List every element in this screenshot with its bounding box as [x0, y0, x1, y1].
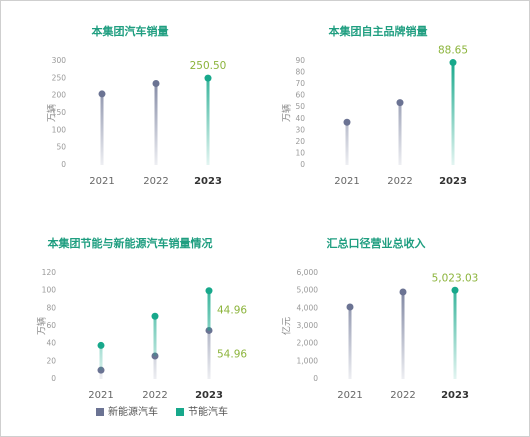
y-tick-label: 80: [46, 303, 56, 312]
y-axis-label: 万辆: [281, 104, 293, 122]
x-tick-label: 2021: [89, 176, 114, 187]
x-tick-label: 2022: [142, 390, 167, 401]
dot: [396, 99, 404, 107]
stem-segment: [207, 330, 211, 379]
y-tick-label: 250: [52, 73, 67, 82]
dot: [346, 303, 354, 311]
y-tick-label: 50: [56, 143, 66, 152]
stem-segment: [99, 345, 103, 371]
y-tick-label: 150: [52, 108, 67, 117]
stem-segment: [153, 356, 157, 379]
stem: [401, 291, 405, 379]
x-tick-label: 2022: [143, 176, 168, 187]
y-tick-label: 20: [295, 137, 305, 146]
dot: [204, 74, 212, 82]
dot: [97, 341, 105, 349]
y-tick-label: 40: [46, 339, 56, 348]
stem: [451, 62, 455, 166]
chart-title: 本集团自主品牌销量: [329, 24, 428, 38]
y-tick-label: 0: [51, 374, 56, 383]
y-tick-label: 300: [52, 56, 67, 65]
dot: [449, 59, 457, 67]
dot: [451, 286, 459, 294]
y-tick-label: 90: [295, 56, 305, 65]
dot: [205, 287, 213, 295]
y-tick-label: 60: [46, 321, 56, 330]
y-tick-label: 200: [52, 91, 67, 100]
y-tick-label: 4,000: [297, 303, 319, 312]
dot: [152, 80, 160, 88]
y-tick-label: 40: [295, 114, 305, 123]
y-tick-label: 60: [295, 91, 305, 100]
y-tick-label: 3,000: [297, 321, 319, 330]
legend-label: 新能源汽车: [108, 405, 158, 418]
y-tick-label: 20: [46, 356, 56, 365]
y-tick-label: 0: [313, 374, 318, 383]
chart-title: 本集团节能与新能源汽车销量情况: [48, 236, 213, 250]
stem: [453, 290, 457, 379]
y-tick-label: 10: [295, 148, 305, 157]
stem: [345, 122, 349, 165]
stem-segment: [207, 290, 211, 331]
x-tick-label: 2021: [334, 176, 359, 187]
y-tick-label: 70: [295, 79, 305, 88]
y-tick-label: 6,000: [297, 268, 319, 277]
y-tick-label: 80: [295, 68, 305, 77]
stem: [206, 78, 210, 165]
y-tick-label: 2,000: [297, 339, 319, 348]
y-axis-label: 亿元: [281, 317, 293, 335]
stem-segment: [99, 370, 103, 379]
y-tick-label: 100: [52, 125, 67, 134]
x-tick-label: 2022: [387, 176, 412, 187]
value-label: 88.65: [438, 45, 468, 57]
x-tick-label: 2021: [337, 390, 362, 401]
y-tick-label: 0: [61, 160, 66, 169]
y-tick-label: 50: [295, 102, 305, 111]
dot: [343, 118, 351, 126]
legend-swatch: [96, 408, 104, 416]
y-tick-label: 0: [300, 160, 305, 169]
chart-title: 汇总口径营业总收入: [327, 236, 426, 250]
y-tick-label: 1,000: [297, 356, 319, 365]
value-label: 44.96: [217, 305, 247, 317]
dot: [151, 312, 159, 320]
value-label: 54.96: [217, 349, 247, 361]
stem: [398, 102, 402, 165]
x-tick-label: 2022: [390, 390, 415, 401]
legend-label: 节能汽车: [188, 405, 228, 418]
stem: [154, 83, 158, 165]
stem: [100, 93, 104, 165]
dot: [98, 90, 106, 98]
y-tick-label: 30: [295, 125, 305, 134]
chart-title: 本集团汽车销量: [92, 24, 169, 38]
value-label: 5,023.03: [432, 272, 479, 284]
x-tick-label: 2023: [439, 176, 467, 187]
y-axis-label: 万辆: [36, 317, 48, 335]
x-tick-label: 2023: [195, 390, 223, 401]
x-tick-label: 2021: [88, 390, 113, 401]
x-tick-label: 2023: [441, 390, 469, 401]
legend-swatch: [176, 408, 184, 416]
stem-segment: [153, 316, 157, 357]
y-tick-label: 100: [42, 286, 57, 295]
dot: [399, 288, 407, 296]
y-axis-label: 万辆: [46, 104, 58, 122]
x-tick-label: 2023: [194, 176, 222, 187]
value-label: 250.50: [190, 60, 227, 72]
y-tick-label: 5,000: [297, 286, 319, 295]
y-tick-label: 120: [42, 268, 57, 277]
stem: [348, 307, 352, 379]
